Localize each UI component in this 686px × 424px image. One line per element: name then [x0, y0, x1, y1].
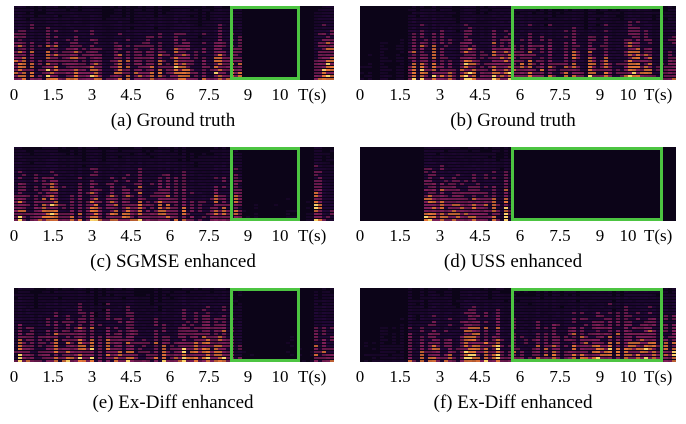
tick-label: 10: [619, 226, 637, 245]
time-axis-ticks: 0 1.5 3 4.5 6 7.5 9 10 T(s): [8, 226, 338, 250]
highlight-box: [230, 6, 300, 80]
tick-label: 3: [435, 226, 445, 245]
highlight-box: [511, 147, 663, 221]
tick-label: 6: [515, 85, 525, 104]
spectrogram-svg: [14, 6, 334, 80]
tick-label: 9: [243, 367, 253, 386]
highlight-box: [511, 6, 663, 80]
panel-caption: (a) Ground truth: [110, 110, 236, 131]
spectrogram: [360, 288, 676, 362]
panel-e: 0 1.5 3 4.5 6 7.5 9 10 T(s) (e) Ex-Diff enhanced: [8, 282, 338, 413]
tick-label: 6: [165, 367, 175, 386]
tick-label: 9: [595, 85, 605, 104]
time-axis-ticks: 0 1.5 3 4.5 6 7.5 9 10 T(s): [348, 367, 678, 391]
tick-label: 9: [595, 226, 605, 245]
time-axis-ticks: 0 1.5 3 4.5 6 7.5 9 10 T(s): [348, 226, 678, 250]
tick-label: 1.5: [42, 226, 64, 245]
panel-f: 0 1.5 3 4.5 6 7.5 9 10 T(s) (f) Ex-Diff enhanced: [348, 282, 678, 413]
tick-label: 0: [355, 226, 365, 245]
tick-label: 7.5: [549, 226, 571, 245]
tick-label: 0: [9, 85, 19, 104]
spectrogram: [360, 147, 676, 221]
spectrogram-svg: [360, 6, 676, 80]
tick-label: 3: [435, 367, 445, 386]
tick-label: 9: [243, 226, 253, 245]
tick-label: 4.5: [120, 85, 142, 104]
time-unit-label: T(s): [644, 367, 673, 386]
spectrogram: [360, 6, 676, 80]
time-unit-label: T(s): [298, 85, 327, 104]
tick-label: 9: [595, 367, 605, 386]
tick-label: 6: [515, 226, 525, 245]
time-unit-label: T(s): [644, 226, 673, 245]
tick-label: 10: [619, 367, 637, 386]
tick-label: 3: [435, 85, 445, 104]
spectrogram: [14, 147, 334, 221]
tick-label: 10: [271, 226, 289, 245]
tick-label: 7.5: [198, 226, 220, 245]
highlight-box: [230, 288, 300, 362]
panel-d: 0 1.5 3 4.5 6 7.5 9 10 T(s) (d) USS enhanced: [348, 141, 678, 272]
tick-label: 4.5: [469, 226, 491, 245]
time-unit-label: T(s): [298, 367, 327, 386]
tick-label: 3: [87, 367, 97, 386]
tick-label: 4.5: [120, 226, 142, 245]
tick-label: 1.5: [389, 226, 411, 245]
tick-label: 7.5: [549, 85, 571, 104]
panel-c: 0 1.5 3 4.5 6 7.5 9 10 T(s) (c) SGMSE enhanced: [8, 141, 338, 272]
tick-label: 0: [9, 226, 19, 245]
tick-label: 1.5: [389, 85, 411, 104]
tick-label: 0: [355, 367, 365, 386]
panel-a: 0 1.5 3 4.5 6 7.5 9 10 T(s) (a) Ground truth: [8, 0, 338, 131]
highlight-box: [230, 147, 300, 221]
tick-label: 7.5: [549, 367, 571, 386]
spectrogram: [14, 288, 334, 362]
time-axis-ticks: 0 1.5 3 4.5 6 7.5 9 10 T(s): [348, 85, 678, 109]
spectrogram-svg: [14, 147, 334, 221]
tick-label: 6: [165, 226, 175, 245]
tick-label: 1.5: [42, 85, 64, 104]
panel-caption: (c) SGMSE enhanced: [90, 251, 256, 272]
panel-caption: (b) Ground truth: [450, 110, 576, 131]
tick-label: 10: [619, 85, 637, 104]
tick-label: 9: [243, 85, 253, 104]
tick-label: 1.5: [389, 367, 411, 386]
panel-caption: (d) USS enhanced: [443, 251, 583, 272]
tick-label: 0: [9, 367, 19, 386]
tick-label: 4.5: [120, 367, 142, 386]
spectrogram: [14, 6, 334, 80]
time-axis-ticks: 0 1.5 3 4.5 6 7.5 9 10 T(s): [8, 85, 338, 109]
tick-label: 3: [87, 226, 97, 245]
time-unit-label: T(s): [644, 85, 673, 104]
spectrogram-svg: [14, 288, 334, 362]
panel-b: 0 1.5 3 4.5 6 7.5 9 10 T(s) (b) Ground truth: [348, 0, 678, 131]
tick-label: 7.5: [198, 85, 220, 104]
tick-label: 4.5: [469, 367, 491, 386]
panel-caption: (f) Ex-Diff enhanced: [433, 392, 593, 413]
tick-label: 7.5: [198, 367, 220, 386]
tick-label: 6: [515, 367, 525, 386]
tick-label: 10: [271, 367, 289, 386]
tick-label: 6: [165, 85, 175, 104]
tick-label: 3: [87, 85, 97, 104]
tick-label: 1.5: [42, 367, 64, 386]
spectrogram-svg: [424, 147, 512, 221]
tick-label: 10: [271, 85, 289, 104]
highlight-box: [511, 288, 663, 362]
time-axis-ticks: 0 1.5 3 4.5 6 7.5 9 10 T(s): [8, 367, 338, 391]
tick-label: 4.5: [469, 85, 491, 104]
time-unit-label: T(s): [298, 226, 327, 245]
tick-label: 0: [355, 85, 365, 104]
panel-caption: (e) Ex-Diff enhanced: [92, 392, 254, 413]
